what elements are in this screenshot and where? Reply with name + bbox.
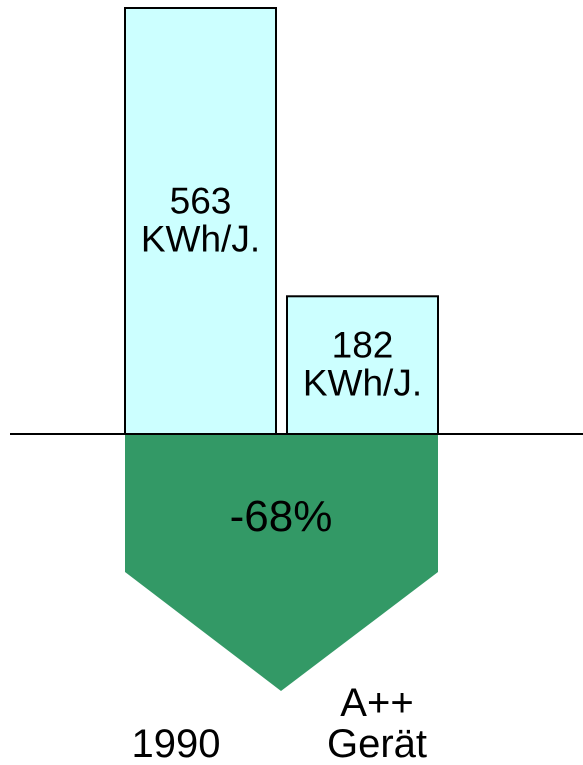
bar-2-label-line-2: KWh/J.: [303, 363, 422, 404]
bar-1-label-line-2: KWh/J.: [141, 218, 260, 259]
reduction-arrow: [125, 434, 438, 691]
reduction-label: -68%: [230, 492, 333, 541]
bar-1-label-line-1: 563: [170, 180, 232, 221]
category-label-2-line-2: Gerät: [327, 722, 427, 765]
category-label-2-line-1: A++: [340, 681, 413, 725]
category-labels: 1990 A++Gerät: [132, 681, 428, 765]
category-label-1-line-1: 1990: [132, 722, 221, 765]
bar-1: [124, 7, 277, 435]
bar-2: [286, 295, 439, 435]
bar-2-label-line-1: 182: [332, 325, 394, 366]
